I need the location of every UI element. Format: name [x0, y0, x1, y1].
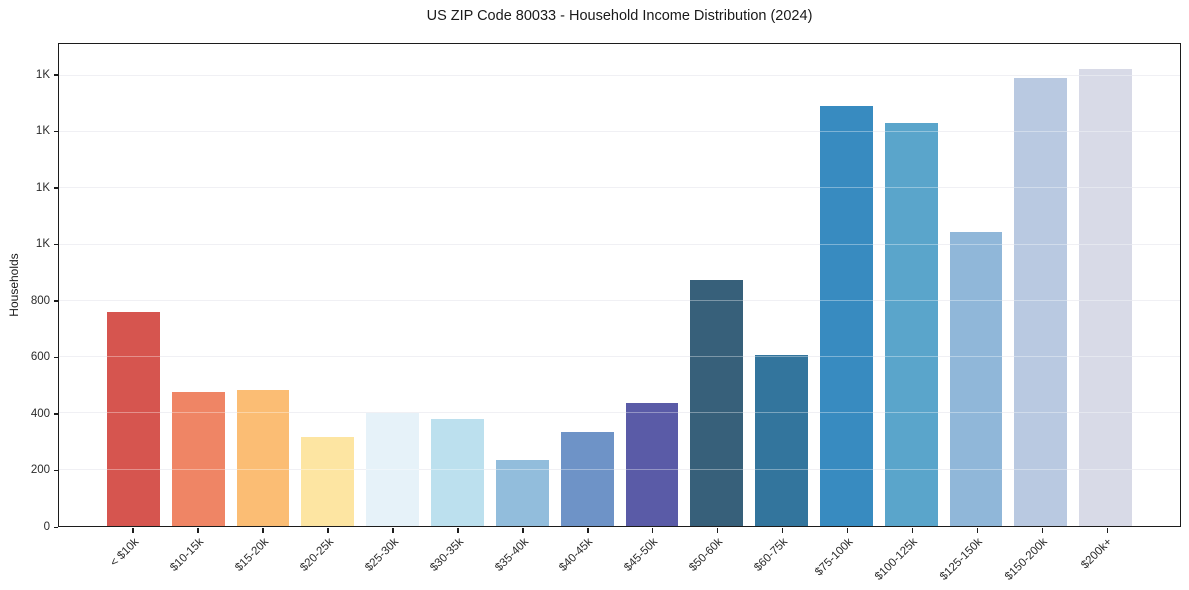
y-tick-label: 600 [30, 351, 50, 364]
x-tick-cell: $40-45k [557, 527, 614, 589]
y-tick-label: 400 [30, 407, 50, 420]
x-tick-label: $60-75k [752, 536, 791, 574]
plot-area [58, 43, 1181, 527]
x-tick-cell: $35-40k [492, 527, 549, 589]
y-tick-label: 1K [35, 238, 50, 251]
x-tick-cell: $15-20k [232, 527, 289, 589]
y-tick-mark [54, 243, 58, 246]
bar-6 [431, 419, 484, 526]
y-tick-label: 800 [30, 294, 50, 307]
y-tick-label: 1K [35, 181, 50, 194]
y-tick-mark [54, 413, 58, 415]
bar-14 [949, 232, 1003, 526]
x-axis-ticks: < $10k $10-15k $15-20k $20-25k $25-30k $30-35… [58, 527, 1181, 589]
x-tick-cell: $200k+ [1080, 527, 1133, 589]
y-tick-mark [54, 300, 58, 302]
x-tick-cell: $10-15k [168, 527, 224, 589]
x-tick-label: $35-40k [492, 536, 531, 574]
x-tick-label: $200k+ [1079, 536, 1116, 572]
x-tick-mark [1041, 528, 1044, 533]
x-tick-label: $75-100k [812, 536, 856, 579]
x-tick-mark [587, 528, 589, 533]
x-tick-mark [327, 528, 329, 533]
x-tick-cell: $50-60k [687, 527, 743, 589]
y-tick-mark [54, 187, 58, 189]
x-tick-mark [781, 528, 784, 533]
bar-8 [560, 432, 614, 526]
bar-1 [107, 311, 160, 526]
x-tick-mark [262, 528, 264, 533]
x-tick-mark [976, 528, 979, 533]
y-tick-mark [54, 526, 58, 528]
x-tick-label: $150-200k [1003, 536, 1051, 583]
x-tick-mark [392, 528, 394, 533]
x-tick-label: $40-45k [557, 536, 596, 574]
y-tick-label: 200 [30, 464, 50, 477]
x-tick-label: < $10k [107, 536, 141, 570]
x-tick-label: $10-15k [168, 536, 206, 574]
x-tick-cell: $150-200k [1003, 527, 1068, 589]
x-tick-mark [716, 528, 719, 533]
bar-9 [625, 403, 679, 526]
x-tick-cell: $60-75k [752, 527, 808, 589]
bar-7 [495, 460, 549, 526]
bars-container [59, 44, 1180, 526]
y-tick-label: 1K [35, 68, 50, 81]
y-tick-mark [54, 356, 58, 359]
bar-10 [690, 280, 744, 526]
y-tick-mark [54, 74, 58, 76]
x-tick-label: $50-60k [687, 536, 726, 574]
bar-4 [301, 437, 355, 526]
x-tick-label: $125-150k [938, 536, 986, 583]
bar-5 [366, 412, 420, 526]
x-tick-mark [846, 528, 849, 533]
y-tick-label: 0 [43, 521, 50, 533]
x-tick-mark [651, 528, 654, 533]
bar-11 [755, 354, 808, 526]
x-tick-mark [457, 528, 459, 533]
x-tick-cell: $30-35k [427, 527, 484, 589]
x-tick-cell: < $10k [106, 527, 159, 589]
y-tick-mark [54, 130, 58, 133]
y-axis-ticks: 0 200 400 600 800 1K 1K 1K 1K [0, 43, 58, 533]
x-tick-cell: $75-100k [813, 527, 873, 589]
bar-12 [819, 105, 873, 526]
x-tick-mark [1106, 528, 1109, 533]
x-tick-cell: $100-125k [873, 527, 938, 589]
x-tick-mark [911, 528, 914, 533]
x-tick-label: $100-125k [873, 536, 921, 583]
bar-2 [171, 391, 225, 526]
x-tick-label: $30-35k [427, 536, 466, 574]
bar-13 [884, 122, 938, 526]
x-tick-cell: $25-30k [362, 527, 419, 589]
x-tick-label: $45-50k [622, 536, 661, 574]
x-tick-cell: $125-150k [938, 527, 1003, 589]
x-tick-mark [197, 528, 199, 533]
x-tick-cell: $20-25k [297, 527, 354, 589]
x-tick-label: $20-25k [297, 536, 336, 574]
y-tick-label: 1K [35, 125, 50, 138]
bar-16 [1079, 69, 1132, 526]
x-tick-cell: $45-50k [622, 527, 679, 589]
bar-3 [236, 389, 290, 526]
chart-title: US ZIP Code 80033 - Household Income Dis… [426, 8, 813, 24]
x-tick-label: $15-20k [232, 536, 271, 574]
x-tick-label: $25-30k [362, 536, 401, 574]
bar-15 [1014, 78, 1068, 526]
x-tick-mark [132, 528, 134, 533]
y-tick-mark [54, 469, 58, 472]
x-tick-mark [522, 528, 524, 533]
